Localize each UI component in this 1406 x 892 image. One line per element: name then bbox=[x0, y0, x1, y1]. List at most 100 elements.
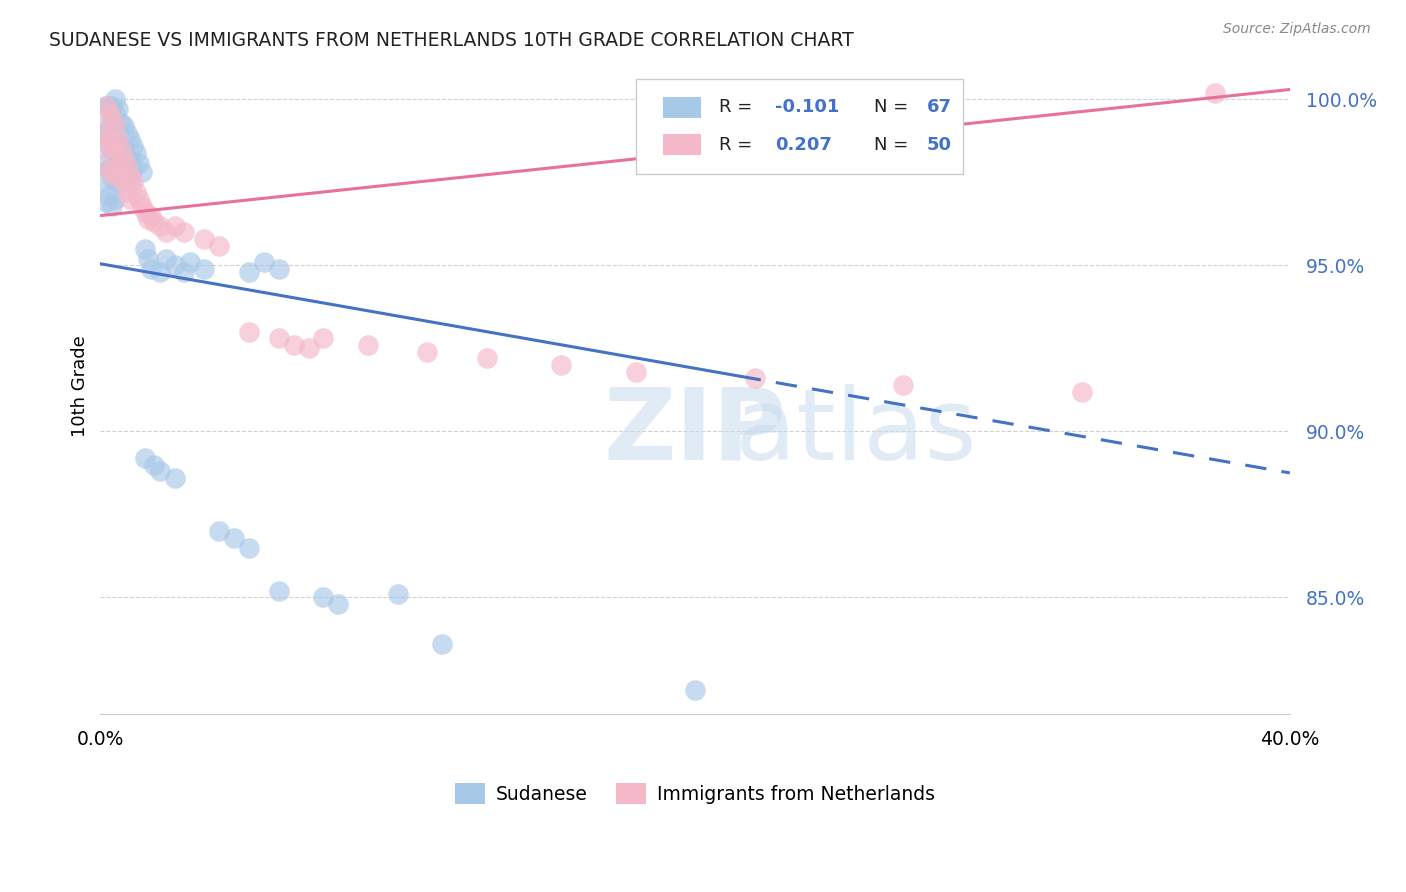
Point bbox=[101, 139, 124, 153]
Point bbox=[416, 344, 439, 359]
Point bbox=[128, 192, 150, 206]
Point bbox=[267, 583, 290, 598]
Point bbox=[193, 232, 215, 246]
Point bbox=[104, 105, 127, 120]
Point bbox=[357, 338, 380, 352]
Point bbox=[104, 169, 127, 183]
Point bbox=[149, 464, 172, 478]
Point bbox=[107, 132, 129, 146]
Point bbox=[110, 142, 132, 156]
Point bbox=[104, 119, 127, 133]
Point bbox=[120, 152, 142, 166]
Point bbox=[104, 122, 127, 136]
Point bbox=[125, 145, 148, 160]
FancyBboxPatch shape bbox=[636, 79, 963, 174]
Point bbox=[208, 524, 231, 538]
Point bbox=[112, 152, 135, 166]
Point bbox=[107, 126, 129, 140]
Point bbox=[173, 265, 195, 279]
Point bbox=[91, 176, 114, 190]
Point bbox=[1070, 384, 1092, 399]
Text: R =: R = bbox=[718, 98, 758, 116]
Point bbox=[96, 99, 118, 113]
Point bbox=[107, 176, 129, 190]
Point bbox=[96, 195, 118, 210]
Point bbox=[98, 105, 121, 120]
Point bbox=[110, 165, 132, 179]
Point bbox=[91, 126, 114, 140]
Point bbox=[163, 471, 186, 485]
Point bbox=[115, 186, 138, 200]
Point bbox=[134, 205, 156, 219]
Point bbox=[891, 378, 914, 392]
Text: ZIP: ZIP bbox=[603, 384, 786, 481]
Point bbox=[163, 219, 186, 233]
Point bbox=[98, 116, 121, 130]
Point bbox=[142, 215, 165, 229]
Point bbox=[131, 165, 153, 179]
Point bbox=[1205, 86, 1227, 100]
Point bbox=[104, 192, 127, 206]
Point bbox=[149, 265, 172, 279]
Point bbox=[139, 209, 162, 223]
Point bbox=[120, 192, 142, 206]
Bar bbox=[664, 97, 702, 118]
Point bbox=[224, 531, 246, 545]
Point bbox=[238, 541, 260, 555]
Point bbox=[142, 458, 165, 472]
Point bbox=[98, 132, 121, 146]
Point bbox=[120, 132, 142, 146]
Y-axis label: 10th Grade: 10th Grade bbox=[72, 335, 89, 437]
Point bbox=[101, 172, 124, 186]
Point bbox=[96, 99, 118, 113]
Point bbox=[112, 176, 135, 190]
Point bbox=[179, 255, 201, 269]
Point bbox=[122, 162, 145, 177]
Point bbox=[101, 99, 124, 113]
Point bbox=[104, 169, 127, 183]
Point bbox=[550, 358, 572, 372]
Point bbox=[136, 252, 159, 266]
Point bbox=[283, 338, 305, 352]
Point bbox=[112, 169, 135, 183]
Point bbox=[107, 149, 129, 163]
Point bbox=[149, 219, 172, 233]
Point bbox=[101, 142, 124, 156]
Point bbox=[122, 139, 145, 153]
Point bbox=[112, 119, 135, 133]
Point bbox=[104, 142, 127, 156]
Point bbox=[101, 119, 124, 133]
Point bbox=[101, 199, 124, 213]
Point bbox=[139, 261, 162, 276]
Point bbox=[387, 587, 409, 601]
Text: SUDANESE VS IMMIGRANTS FROM NETHERLANDS 10TH GRADE CORRELATION CHART: SUDANESE VS IMMIGRANTS FROM NETHERLANDS … bbox=[49, 31, 853, 50]
Point bbox=[475, 351, 498, 366]
Point bbox=[107, 103, 129, 117]
Text: 67: 67 bbox=[927, 98, 952, 116]
Point bbox=[101, 112, 124, 127]
Point bbox=[98, 162, 121, 177]
Point bbox=[312, 331, 335, 345]
Text: atlas: atlas bbox=[735, 384, 977, 481]
Point bbox=[122, 176, 145, 190]
Point bbox=[110, 139, 132, 153]
Point bbox=[134, 242, 156, 256]
Point bbox=[101, 165, 124, 179]
Point bbox=[193, 261, 215, 276]
Point bbox=[134, 450, 156, 465]
Point bbox=[115, 159, 138, 173]
Legend: Sudanese, Immigrants from Netherlands: Sudanese, Immigrants from Netherlands bbox=[447, 775, 943, 812]
Point bbox=[173, 225, 195, 239]
Point bbox=[104, 92, 127, 106]
Point bbox=[120, 176, 142, 190]
Point bbox=[110, 169, 132, 183]
Point bbox=[432, 637, 454, 651]
Point bbox=[253, 255, 276, 269]
Point bbox=[328, 597, 350, 611]
Point bbox=[98, 188, 121, 202]
Point bbox=[115, 152, 138, 166]
Point bbox=[312, 591, 335, 605]
Point bbox=[120, 169, 142, 183]
Point bbox=[96, 142, 118, 156]
Point bbox=[208, 238, 231, 252]
